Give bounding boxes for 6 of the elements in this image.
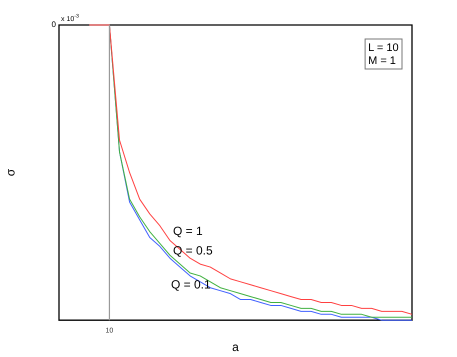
series-label: Q = 0.5 xyxy=(172,244,213,258)
annotation: L = 10 M = 1 xyxy=(368,42,399,68)
x-axis-title: a xyxy=(232,340,240,354)
series-label: Q = 1 xyxy=(172,224,203,238)
text: 0 xyxy=(52,20,57,30)
y-axis-title: σ xyxy=(4,168,18,176)
